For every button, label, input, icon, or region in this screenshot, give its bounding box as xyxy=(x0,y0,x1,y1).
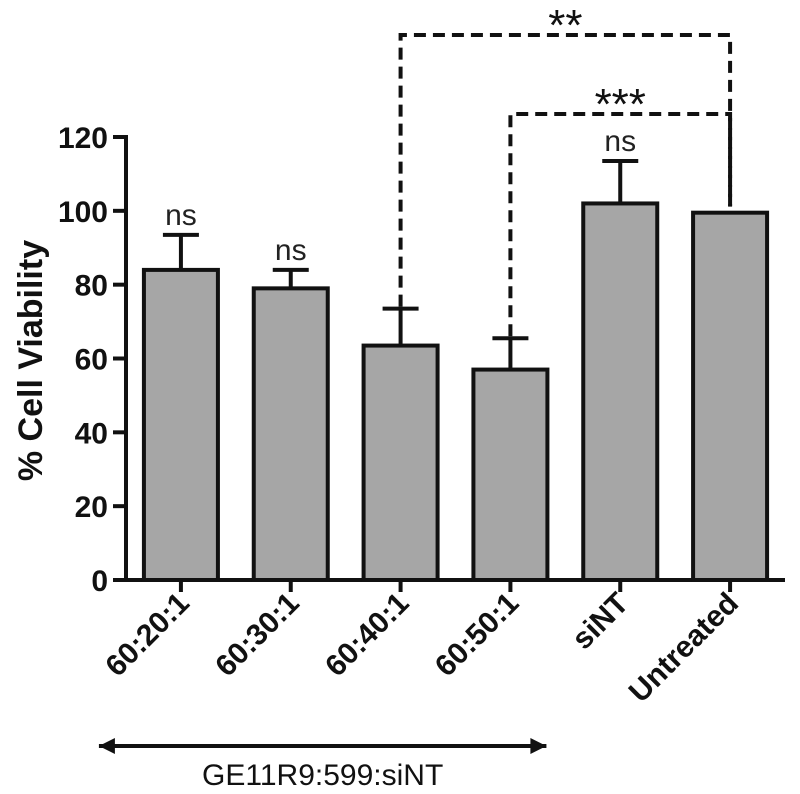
x-tick-label: 60:40:1 xyxy=(319,587,415,683)
x-tick-label: 60:50:1 xyxy=(429,587,525,683)
bar xyxy=(251,286,330,582)
significance-bracket xyxy=(398,33,733,307)
bar xyxy=(361,343,440,582)
group-label: GE11R9:599:siNT xyxy=(202,759,443,792)
bracket-label: *** xyxy=(595,80,646,129)
axes: 0 20 40 60 80 100 120 xyxy=(58,122,785,598)
x-tick-label: 60:20:1 xyxy=(99,587,195,683)
significance-label: ns xyxy=(275,234,307,267)
error-bars xyxy=(162,158,639,370)
group-indicator: GE11R9:599:siNT xyxy=(98,738,547,792)
y-tick-label: 0 xyxy=(91,565,108,598)
bracket-label: ** xyxy=(548,1,582,50)
y-tick-label: 120 xyxy=(58,122,108,155)
y-tick-label: 100 xyxy=(58,196,108,229)
bar xyxy=(691,210,770,582)
bars xyxy=(141,201,770,592)
y-tick-label: 20 xyxy=(75,491,108,524)
bar xyxy=(471,367,550,583)
bar xyxy=(141,267,220,582)
significance-bracket xyxy=(508,112,733,337)
significance-label: ns xyxy=(165,199,197,232)
bar xyxy=(581,201,660,582)
y-tick-label: 40 xyxy=(75,417,108,450)
y-tick-label: 80 xyxy=(75,270,108,303)
x-tick-label: 60:30:1 xyxy=(209,587,305,683)
x-tick-label: siNT xyxy=(566,587,635,656)
y-axis-label: % Cell Viability xyxy=(12,240,50,481)
x-tick-label: Untreated xyxy=(623,587,745,709)
significance-label: ns xyxy=(604,125,636,158)
significance-brackets: ***** xyxy=(398,1,733,337)
y-tick-label: 60 xyxy=(75,344,108,377)
